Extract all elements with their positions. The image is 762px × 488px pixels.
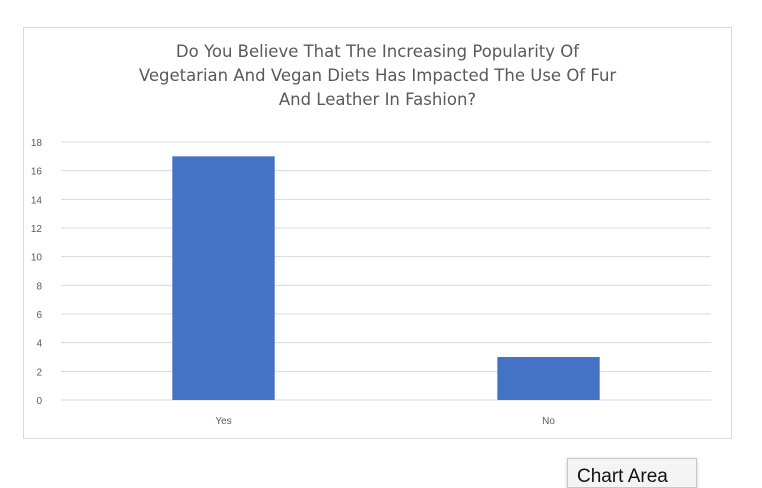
y-tick-label: 6 — [36, 310, 42, 321]
y-tick-label: 8 — [36, 281, 42, 292]
chart-title: Do You Believe That The Increasing Popul… — [23, 40, 732, 112]
chart-area[interactable] — [23, 27, 732, 439]
title-line: And Leather In Fashion? — [278, 90, 477, 109]
title-line: Do You Believe That The Increasing Popul… — [175, 42, 580, 61]
y-tick-label: 16 — [31, 167, 43, 178]
y-tick-label: 18 — [31, 138, 43, 149]
y-tick-label: 12 — [31, 224, 43, 235]
y-tick-label: 4 — [36, 339, 42, 350]
bar-yes[interactable] — [172, 156, 275, 400]
title-line: Vegetarian And Vegan Diets Has Impacted … — [138, 66, 617, 85]
x-tick-label: No — [542, 416, 555, 427]
y-tick-label: 14 — [31, 195, 43, 206]
x-tick-label: Yes — [215, 416, 231, 427]
y-tick-label: 2 — [36, 367, 42, 378]
y-tick-label: 0 — [36, 396, 42, 407]
bar-no[interactable] — [497, 357, 600, 400]
y-tick-label: 10 — [31, 253, 43, 264]
